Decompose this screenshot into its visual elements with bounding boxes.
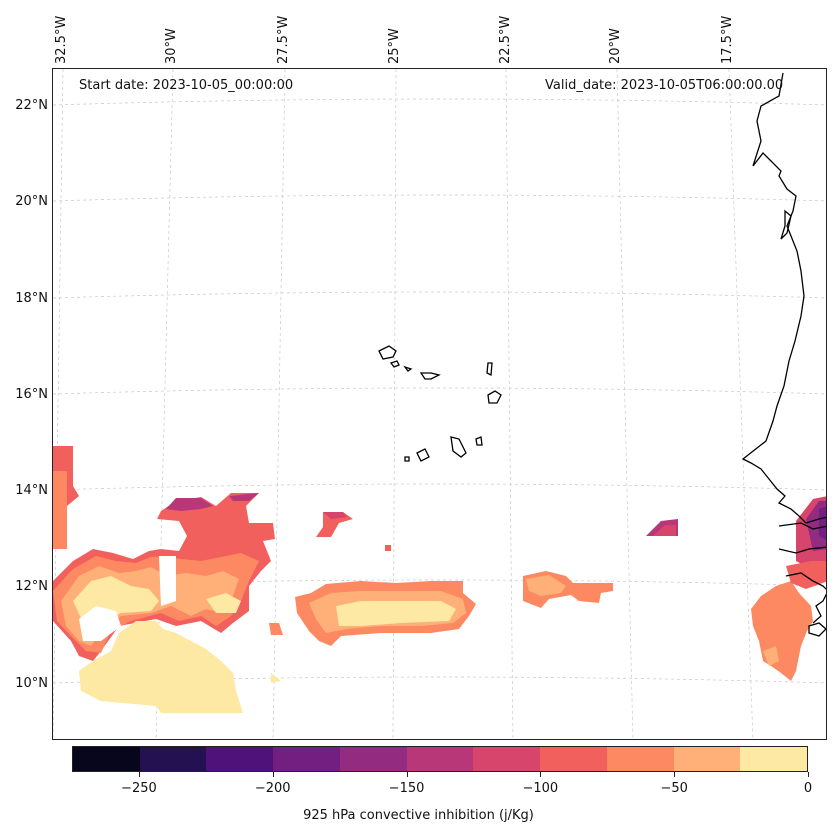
contour-central-band-light (336, 601, 456, 626)
colorbar-tick-label: −150 (388, 781, 425, 796)
colorbar-tick-mark (406, 772, 408, 777)
lon-label-30w: 30°W (164, 28, 179, 64)
coastline-guinea-bissau (778, 546, 826, 554)
lon-label-17-5w: 17.5°W (720, 15, 735, 64)
lat-label-20n: 20°N (15, 194, 48, 209)
lon-label-27-5w: 27.5°W (276, 15, 291, 64)
colorbar-tick-mark (674, 772, 676, 777)
colorbar-tick-mark (540, 772, 542, 777)
lon-label-25w: 25°W (387, 28, 402, 64)
contour-patch-1 (316, 512, 353, 537)
colorbar (72, 746, 808, 772)
contour-coast-blob (751, 581, 813, 681)
lat-label-14n: 14°N (15, 483, 48, 498)
colorbar-cell (406, 747, 474, 771)
contour-hole-1 (79, 606, 121, 641)
lat-label-16n: 16°N (15, 387, 48, 402)
colorbar-cell (73, 747, 140, 771)
contour-coast-blob-light (763, 646, 779, 666)
island-boa-vista (487, 390, 502, 404)
coastline-gambia (778, 522, 826, 530)
island-santiago (450, 436, 467, 458)
contour-east-band-light (526, 575, 566, 596)
colorbar-cell (273, 747, 340, 771)
island-santo-antao (378, 345, 397, 360)
cape-verde-islands (378, 345, 502, 462)
start-date-annotation: Start date: 2023-10-05_00:00:00 (79, 78, 294, 93)
colorbar-tick-label: −200 (254, 781, 291, 796)
colorbar-cell (673, 747, 741, 771)
coastline-bijagos (808, 622, 826, 637)
lon-label-22-5w: 22.5°W (498, 15, 513, 64)
colorbar-tick-mark (138, 772, 140, 777)
colorbar-cell (206, 747, 274, 771)
island-sal (486, 362, 493, 377)
map-canvas (53, 69, 826, 739)
contour-south-blob (79, 621, 243, 713)
island-brava (404, 456, 410, 462)
valid-date-annotation: Valid_date: 2023-10-05T06:00:00.00 (545, 78, 784, 93)
colorbar-tick-label: 0 (803, 781, 813, 796)
contour-west-cluster-palest-2 (206, 593, 241, 613)
coastline-africa (741, 72, 826, 524)
contour-small-1 (269, 623, 283, 635)
contour-patch-2-inner (653, 525, 676, 536)
island-maio (475, 436, 483, 446)
lat-label-22n: 22°N (15, 98, 48, 113)
lon-label-20w: 20°W (608, 28, 623, 64)
lat-label-10n: 10°N (15, 676, 48, 691)
island-fogo (416, 448, 430, 462)
map-panel (52, 68, 827, 740)
colorbar-tick-label: −100 (522, 781, 559, 796)
colorbar-cell (473, 747, 541, 771)
coastlines (741, 72, 826, 637)
contour-west-cluster-purple (166, 498, 213, 511)
contour-hole-2 (159, 556, 176, 606)
colorbar-tick-mark (272, 772, 274, 777)
colorbar-cell (339, 747, 407, 771)
lat-label-18n: 18°N (15, 291, 48, 306)
lat-label-12n: 12°N (15, 579, 48, 594)
coastline-small-island (780, 209, 792, 240)
colorbar-label: 925 hPa convective inhibition (j/Kg) (303, 808, 534, 823)
contour-patch-1-inner (323, 512, 347, 519)
colorbar-tick-label: −250 (121, 781, 157, 796)
contour-west-cluster-purple-2 (229, 493, 259, 501)
colorbar-cell (540, 747, 607, 771)
contour-coast-darkest (819, 506, 826, 540)
contour-tiny (385, 545, 391, 551)
contour-left-edge-inner (53, 471, 67, 549)
colorbar-tick-mark (808, 772, 809, 777)
coastline-guinea (785, 572, 826, 624)
colorbar-tick-label: −50 (660, 781, 688, 796)
colorbar-cell (606, 747, 674, 771)
colorbar-cell (139, 747, 207, 771)
island-sao-vicente (389, 360, 400, 368)
island-sao-nicolau (419, 372, 441, 380)
cin-contours (53, 446, 826, 713)
lon-label-32-5w: 32.5°W (54, 15, 69, 64)
colorbar-cell (740, 747, 808, 771)
island-santa-luzia (403, 365, 413, 372)
contour-small-2 (271, 673, 281, 683)
